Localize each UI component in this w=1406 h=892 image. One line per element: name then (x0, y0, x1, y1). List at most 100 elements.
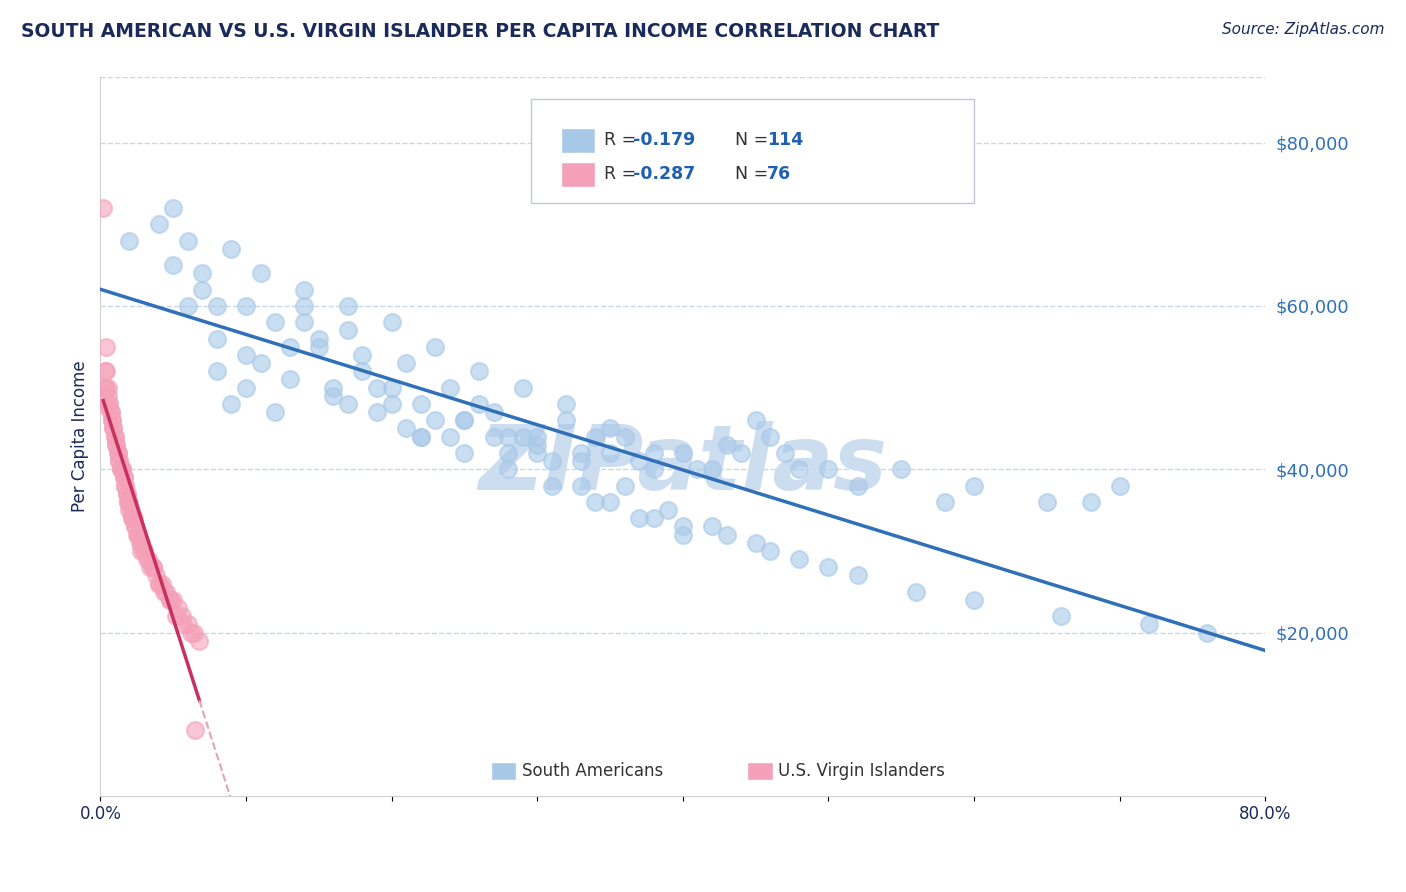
Point (381, 397, 404, 411)
Point (205, 332, 228, 346)
Point (540, 454, 562, 468)
Point (96, 340, 118, 354)
Point (628, 454, 651, 468)
Point (118, 503, 141, 517)
Text: N =: N = (735, 165, 775, 184)
Point (599, 421, 621, 435)
Point (125, 527, 148, 541)
Point (112, 470, 135, 484)
Text: U.S. Virgin Islanders: U.S. Virgin Islanders (779, 762, 945, 780)
Point (98, 397, 121, 411)
Point (191, 266, 214, 280)
Point (264, 315, 287, 329)
Point (789, 462, 811, 476)
Point (205, 364, 228, 378)
Point (162, 201, 184, 215)
Text: South Americans: South Americans (522, 762, 664, 780)
Point (93, 381, 115, 395)
Point (643, 462, 665, 476)
Point (110, 462, 132, 476)
Point (162, 258, 184, 272)
Point (96, 381, 118, 395)
FancyBboxPatch shape (561, 162, 596, 187)
Point (235, 348, 257, 362)
Point (249, 266, 271, 280)
Point (104, 429, 127, 443)
Point (162, 592, 184, 607)
Point (846, 478, 869, 492)
Point (145, 568, 167, 582)
Point (105, 438, 128, 452)
Point (1050, 609, 1073, 624)
Text: R =: R = (603, 131, 641, 149)
Point (773, 446, 796, 460)
Point (482, 405, 505, 419)
Point (117, 495, 139, 509)
Point (110, 462, 132, 476)
Point (352, 348, 374, 362)
Point (292, 299, 315, 313)
Text: 76: 76 (766, 165, 790, 184)
Point (103, 421, 125, 435)
Point (1197, 625, 1219, 640)
Point (381, 315, 404, 329)
Point (453, 413, 475, 427)
Point (264, 405, 287, 419)
Point (155, 584, 177, 599)
Text: SOUTH AMERICAN VS U.S. VIRGIN ISLANDER PER CAPITA INCOME CORRELATION CHART: SOUTH AMERICAN VS U.S. VIRGIN ISLANDER P… (21, 22, 939, 41)
Point (148, 576, 170, 591)
Point (127, 527, 149, 541)
Point (453, 413, 475, 427)
Point (121, 511, 143, 525)
Point (292, 283, 315, 297)
Point (439, 381, 461, 395)
Point (468, 364, 491, 378)
Point (183, 625, 205, 640)
Point (569, 446, 592, 460)
Point (105, 438, 128, 452)
Point (512, 429, 534, 443)
Point (115, 487, 138, 501)
Point (496, 429, 519, 443)
Point (1137, 617, 1160, 632)
Point (114, 478, 136, 492)
Point (526, 438, 548, 452)
Point (468, 397, 491, 411)
Point (101, 413, 124, 427)
Point (138, 552, 160, 566)
Point (177, 234, 200, 248)
Point (132, 544, 155, 558)
Point (352, 364, 374, 378)
Point (118, 495, 141, 509)
Point (963, 592, 986, 607)
Point (115, 487, 138, 501)
Point (453, 446, 475, 460)
Point (643, 446, 665, 460)
Point (672, 446, 695, 460)
Point (759, 429, 782, 443)
Point (657, 503, 679, 517)
Point (846, 568, 869, 582)
Point (322, 389, 344, 403)
FancyBboxPatch shape (531, 99, 974, 203)
Text: 114: 114 (766, 131, 803, 149)
Point (686, 462, 709, 476)
Text: ZIPatlas: ZIPatlas (478, 421, 887, 509)
Point (817, 462, 839, 476)
Point (278, 372, 301, 386)
Point (120, 503, 142, 517)
Point (496, 462, 519, 476)
Point (159, 592, 181, 607)
Point (555, 413, 578, 427)
Point (409, 397, 432, 411)
Point (91, 201, 114, 215)
Text: R =: R = (603, 165, 641, 184)
Point (308, 340, 330, 354)
Point (111, 462, 134, 476)
Point (104, 429, 127, 443)
Point (569, 478, 592, 492)
Point (93, 364, 115, 378)
Point (107, 446, 129, 460)
Point (170, 609, 193, 624)
Point (100, 405, 122, 419)
